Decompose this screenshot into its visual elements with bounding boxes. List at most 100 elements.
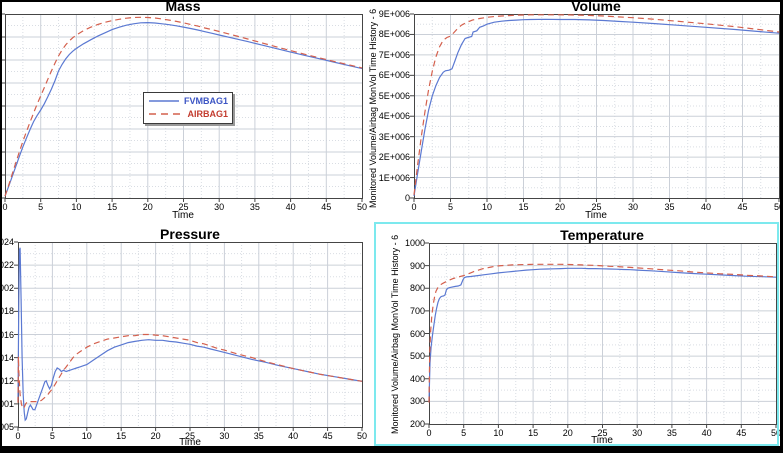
volume-xtick-label: 25	[591, 202, 602, 212]
pressure-xtick-label: 0	[15, 431, 21, 441]
mass-xtick-label: 5	[38, 202, 44, 212]
mass-xtick-label: 25	[178, 202, 189, 212]
temperature-xtick-label: 20	[562, 428, 573, 438]
mass-curve-fvmbag1	[4, 21, 363, 197]
pressure-xtick-label: 25	[184, 431, 195, 441]
mass-xtick-label: 30	[214, 202, 225, 212]
pressure-xtick-label: 20	[150, 431, 161, 441]
mass-xtick-label: 35	[249, 202, 260, 212]
temperature-xtick-label: 5	[461, 428, 467, 438]
volume-xtick-label: 5	[447, 202, 453, 212]
legend-label-airbag1: AIRBAG1	[187, 109, 228, 119]
pressure-xtick-label: 30	[219, 431, 230, 441]
volume-ytick-label: 5E+006	[378, 90, 410, 101]
volume-curve-airbag1	[413, 14, 780, 195]
chart-title-volume: Volume	[571, 2, 621, 14]
pressure-xtick-label: 50	[356, 431, 367, 441]
temperature-ytick-label: 1000	[404, 238, 425, 248]
xaxis-title-volume: Time	[585, 210, 607, 221]
temperature-xtick-label: 10	[493, 428, 504, 438]
volume-xtick-label: 20	[554, 202, 565, 212]
volume-xtick-label: 0	[411, 202, 417, 212]
temperature-ytick-label: 900	[409, 260, 425, 271]
xaxis-title-temperature: Time	[591, 435, 613, 446]
chart-title-mass: Mass	[165, 2, 201, 14]
temperature-xtick-label: 30	[632, 428, 643, 438]
volume-ytick-label: 1E+006	[378, 172, 410, 183]
pressure-curve-airbag1	[17, 333, 363, 410]
temperature-curve-airbag1	[428, 263, 777, 403]
pressure-xtick-label: 40	[288, 431, 299, 441]
temperature-xtick-label: 0	[426, 428, 432, 438]
mass-xtick-label: 0	[2, 202, 8, 212]
mass-curve-airbag1	[4, 16, 363, 197]
temperature-xtick-label: 15	[528, 428, 539, 438]
temperature-ytick-label: 400	[409, 373, 425, 384]
volume-xtick-label: 40	[700, 202, 711, 212]
volume-ytick-label: 9E+006	[378, 9, 410, 19]
pressure-xtick-label: 10	[81, 431, 92, 441]
pressure-ytick-label: 0.00016	[2, 329, 14, 340]
volume-ytick-label: 6E+006	[378, 70, 410, 81]
pressure-ytick-label: 0.0002	[2, 283, 14, 294]
legend-box[interactable]: FVMBAG1 AIRBAG1	[143, 92, 233, 124]
legend-entry-airbag1: AIRBAG1	[148, 108, 228, 120]
volume-xtick-label: 15	[518, 202, 529, 212]
pressure-ytick-label: 8E-005	[2, 422, 14, 432]
volume-ytick-label: 4E+006	[378, 111, 410, 122]
pressure-xtick-label: 35	[253, 431, 264, 441]
temperature-ytick-label: 300	[409, 396, 425, 407]
legend-entry-fvmbag1: FVMBAG1	[148, 95, 228, 107]
temperature-ytick-label: 500	[409, 351, 425, 362]
temperature-xtick-label: 40	[701, 428, 712, 438]
volume-xtick-label: 10	[481, 202, 492, 212]
volume-xtick-label: 45	[737, 202, 748, 212]
volume-ytick-label: 8E+006	[378, 29, 410, 40]
volume-curve-fvmbag1	[413, 18, 780, 197]
plot-grid: Mass Volume Pressure Temperature Time Ti…	[2, 2, 780, 446]
pressure-ytick-label: 0.0001	[2, 398, 14, 409]
mass-xtick-label: 10	[71, 202, 82, 212]
mass-xtick-label: 15	[107, 202, 118, 212]
temperature-ytick-label: 200	[409, 419, 425, 429]
xaxis-title-pressure: Time	[179, 437, 201, 446]
yaxis-title-temperature: Monitored Volume/Airbag MonVol Time Hist…	[390, 234, 400, 434]
volume-ytick-label: 3E+006	[378, 131, 410, 142]
volume-xtick-label: 50	[773, 202, 780, 212]
pressure-ytick-label: 0.00012	[2, 375, 14, 386]
chart-title-temperature: Temperature	[560, 227, 644, 243]
pressure-xtick-label: 45	[322, 431, 333, 441]
pressure-ytick-label: 0.00014	[2, 352, 14, 363]
mass-xtick-label: 20	[142, 202, 153, 212]
pressure-ytick-label: 0.00024	[2, 237, 14, 247]
mass-xtick-label: 40	[285, 202, 296, 212]
legend-line-solid-icon	[149, 100, 179, 102]
volume-xtick-label: 30	[627, 202, 638, 212]
pressure-ytick-label: 0.00022	[2, 260, 14, 271]
temperature-xtick-label: 50	[770, 428, 780, 438]
mass-xtick-label: 50	[356, 202, 367, 212]
pressure-xtick-label: 5	[49, 431, 55, 441]
pressure-curve-fvmbag1	[17, 247, 363, 422]
yaxis-title-volume: Monitored Volume/Airbag MonVol Time Hist…	[368, 8, 378, 208]
volume-ytick-label: 2E+006	[378, 152, 410, 163]
temperature-ytick-label: 700	[409, 305, 425, 316]
volume-xtick-label: 35	[664, 202, 675, 212]
temperature-curve-fvmbag1	[428, 267, 777, 402]
temperature-xtick-label: 35	[666, 428, 677, 438]
temperature-xtick-label: 25	[597, 428, 608, 438]
charts-canvas	[2, 13, 780, 431]
mass-xtick-label: 45	[321, 202, 332, 212]
temperature-ytick-label: 600	[409, 328, 425, 339]
pressure-xtick-label: 15	[116, 431, 127, 441]
temperature-xtick-label: 45	[736, 428, 747, 438]
volume-ytick-label: 7E+006	[378, 49, 410, 60]
temperature-ytick-label: 800	[409, 283, 425, 294]
xaxis-title-mass: Time	[172, 210, 194, 221]
volume-ytick-label: 0	[404, 193, 410, 203]
chart-title-pressure: Pressure	[160, 226, 220, 242]
legend-line-dashed-icon	[149, 113, 183, 115]
legend-label-fvmbag1: FVMBAG1	[183, 96, 228, 106]
pressure-ytick-label: 0.00018	[2, 306, 14, 317]
